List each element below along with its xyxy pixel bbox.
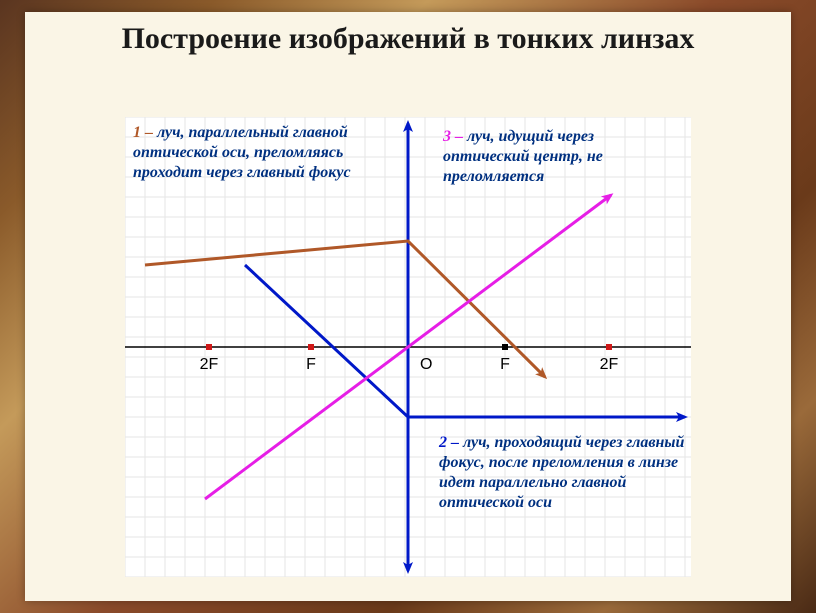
svg-text:O: O — [420, 356, 432, 373]
annot1-number: 1 — [133, 124, 145, 141]
svg-text:2F: 2F — [200, 356, 219, 373]
annot1: 1 – луч, параллельный главной оптической… — [133, 123, 391, 183]
annot3: 3 – луч, идущий через оптический центр, … — [443, 127, 671, 187]
lens-diagram: 2F F F 2F O 1 – луч, параллельный главной опт… — [125, 117, 691, 577]
annot2-text: луч, проходящий через главный фокус, пос… — [439, 434, 684, 511]
annot1-text: луч, параллельный главной оптической оси… — [133, 124, 351, 181]
svg-text:F: F — [306, 356, 316, 373]
annot3-text: луч, идущий через оптический центр, не п… — [443, 128, 603, 185]
svg-text:2F: 2F — [600, 356, 619, 373]
page-title: Построение изображений в тонких линзах — [55, 22, 761, 57]
svg-text:F: F — [500, 356, 510, 373]
annot3-number: 3 — [443, 128, 455, 145]
annot2-number: 2 — [439, 434, 451, 451]
paper-background: Построение изображений в тонких линзах 2… — [25, 12, 791, 601]
annot2: 2 – луч, проходящий через главный фокус,… — [439, 433, 691, 513]
